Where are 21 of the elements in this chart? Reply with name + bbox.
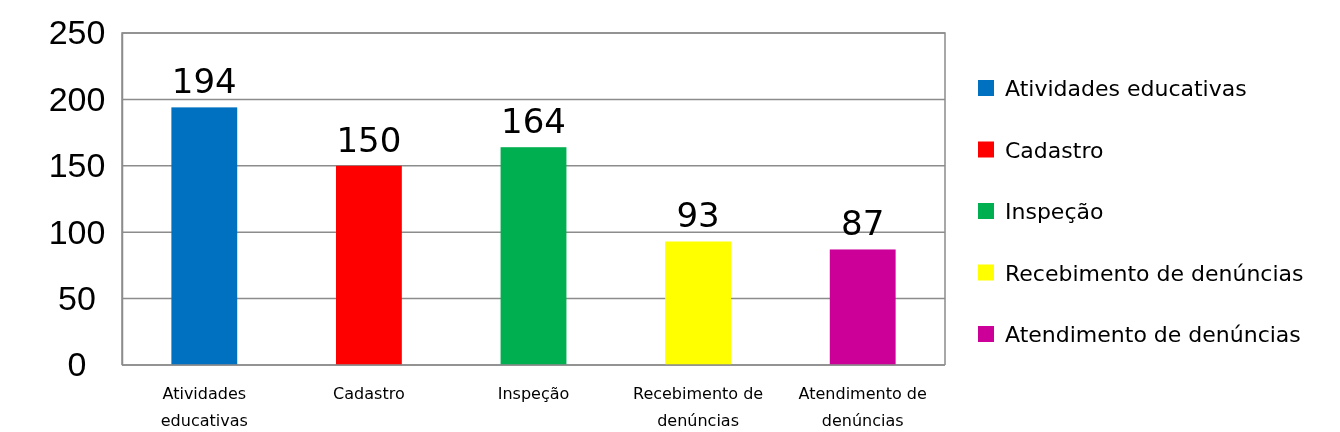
- legend-label: Recebimento de denúncias: [1005, 260, 1304, 286]
- data-label: 93: [676, 195, 720, 236]
- y-tick-label: 0: [67, 345, 87, 384]
- data-label: 150: [336, 119, 402, 160]
- legend-label: Inspeção: [1005, 199, 1104, 224]
- legend-label: Cadastro: [1005, 137, 1104, 163]
- x-tick-label: Cadastro: [333, 384, 405, 403]
- legend-label: Atividades educativas: [1005, 76, 1247, 101]
- x-tick-label: Recebimento de denúncias: [633, 384, 764, 430]
- data-label: 164: [501, 101, 566, 142]
- legend-label: Atendimento de denúncias: [1005, 322, 1301, 347]
- y-tick-label: 250: [48, 13, 106, 52]
- x-tick-label: Atendimento de denúncias: [798, 384, 927, 430]
- x-tick-label: Inspeção: [497, 384, 570, 403]
- data-label: 194: [171, 61, 237, 102]
- y-tick-label: 150: [48, 146, 106, 185]
- y-tick-label: 50: [58, 278, 96, 317]
- y-tick-label: 200: [48, 79, 106, 118]
- y-tick-label: 100: [48, 212, 106, 251]
- data-label: 87: [841, 203, 885, 244]
- x-tick-label: Atividades educativas: [160, 384, 248, 430]
